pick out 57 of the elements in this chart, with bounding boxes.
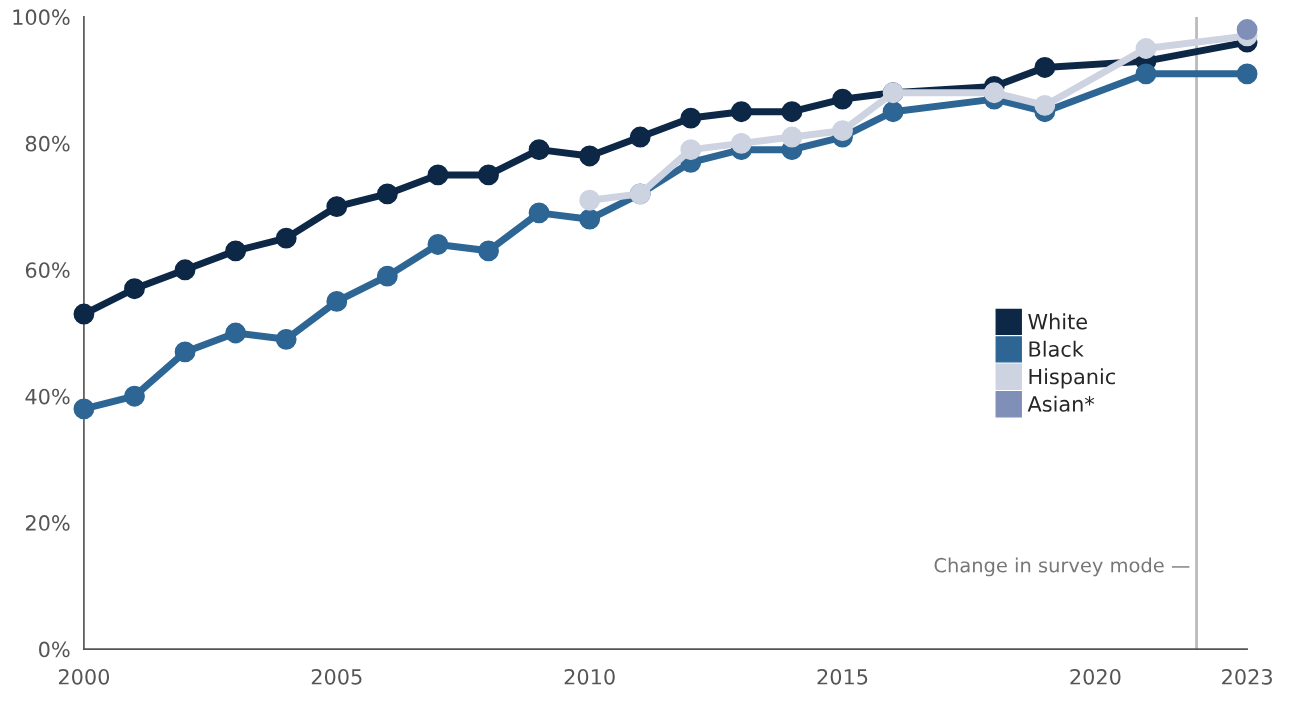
point (579, 189, 601, 211)
legend-label: Hispanic (1029, 368, 1115, 389)
legend-label: White (1028, 313, 1087, 330)
point (124, 385, 145, 407)
x-tick-label: 2000 (58, 668, 110, 685)
x-tick-label: 2015 (817, 668, 868, 685)
point (478, 164, 499, 186)
point (528, 202, 550, 224)
point (376, 183, 398, 205)
point (1135, 63, 1157, 85)
y-tick-label: 40% (25, 388, 70, 405)
point (275, 227, 297, 249)
point (579, 208, 601, 230)
x-tick-label: 2023 (1222, 668, 1272, 685)
x-tick-label: 2020 (1070, 668, 1121, 685)
point (376, 265, 398, 287)
point (326, 290, 348, 312)
point (680, 107, 702, 129)
point (1034, 57, 1056, 78)
point (781, 101, 803, 123)
point (730, 132, 752, 154)
point (528, 139, 550, 161)
point (225, 322, 247, 344)
y-tick-label: 20% (25, 515, 70, 531)
point (983, 82, 1005, 104)
point (427, 234, 449, 255)
legend-label: Black (1029, 340, 1084, 357)
point (832, 88, 853, 110)
point (275, 328, 297, 350)
point (1236, 19, 1258, 40)
y-tick-label: 100% (13, 9, 70, 26)
point (174, 341, 196, 363)
x-tick-label: 2005 (311, 668, 362, 685)
point (124, 278, 145, 300)
point (781, 126, 803, 148)
x-tick-label: 2010 (564, 668, 615, 685)
point (680, 139, 702, 161)
point (73, 398, 95, 420)
point (882, 101, 904, 123)
point (326, 196, 348, 217)
legend-label: Asian* (1027, 395, 1095, 412)
point (478, 240, 499, 262)
point (579, 145, 601, 167)
point (629, 126, 651, 148)
point (225, 240, 247, 262)
point (730, 101, 752, 123)
point (1135, 38, 1157, 59)
y-tick-label: 0% (39, 641, 70, 658)
ref-line-label: Change in survey mode — (934, 557, 1190, 577)
point (1236, 63, 1258, 85)
point (427, 164, 449, 186)
point (73, 303, 95, 325)
point (832, 120, 853, 142)
point (174, 259, 196, 281)
point (1034, 94, 1056, 116)
y-tick-label: 80% (25, 135, 70, 152)
y-tick-label: 60% (25, 262, 70, 278)
